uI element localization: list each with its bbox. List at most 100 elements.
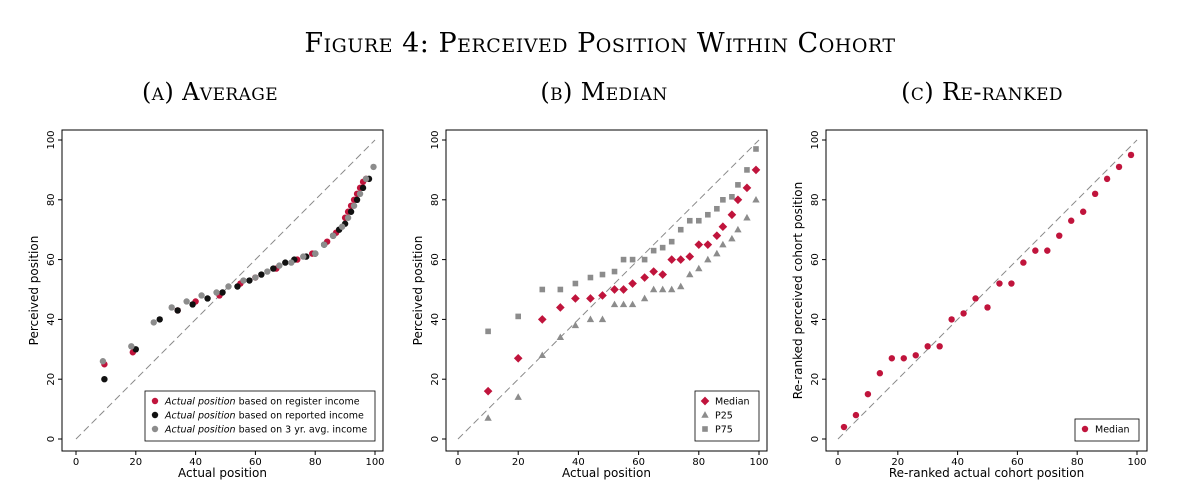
panel-1-series-2-point (677, 226, 684, 233)
panel-0-legend-label-2-rest: based on 3 yr. avg. income (236, 425, 368, 436)
panel-0-legend-marker-1 (151, 411, 159, 419)
panel-0-series-2-point (338, 223, 346, 230)
panel-0-legend-label-1-italic: Actual position (164, 411, 236, 422)
panel-1-series-0-point (537, 315, 547, 324)
panel-2-ytick-label: 40 (810, 313, 821, 326)
panel-2-xtick-label: 60 (1011, 457, 1024, 468)
panel-1-series-0-point (685, 252, 695, 261)
panel-1-series-2-point (714, 205, 720, 212)
panel-0-yaxis-label: Perceived position (27, 236, 41, 346)
panel-0-series-1-point (174, 307, 181, 314)
panel-0-series-1-point (101, 376, 108, 383)
panel-c-title: (c) Re-ranked (901, 78, 1063, 106)
panel-1-series-1-point (728, 234, 736, 242)
panel-1-series-1-point (640, 294, 649, 302)
panel-0-series-2-point (240, 277, 247, 284)
panel-1-series-1-point (628, 300, 637, 308)
panel-0-series-2-point (252, 274, 259, 281)
panel-1-series-2-point (696, 217, 702, 224)
panel-0-legend-label-0-rest: based on register income (236, 397, 360, 408)
panel-2-series-0-point (852, 411, 860, 419)
panel-1-series-2-point (705, 211, 711, 218)
panel-1-series-1-point (752, 195, 760, 203)
panel-1-series-1-point (514, 393, 522, 400)
panel-2-series-0-point (1127, 151, 1135, 159)
panel-1-series-1-point (556, 333, 565, 341)
panel-2-yaxis-label: Re-ranked perceived cohort position (791, 182, 805, 400)
panel-0-legend-marker-2 (151, 425, 159, 433)
panel-0-series-2-point (344, 214, 352, 221)
panel-1-series-1-point (695, 264, 703, 272)
panel-0-series-1-point (270, 265, 277, 272)
panel-1-series-0-point (694, 240, 704, 249)
panel-2-plot: 0 20 40 60 80 100 0 20 40 60 80 100 Re-ranked actual… (791, 129, 1148, 480)
panel-1-series-1-point (713, 249, 721, 257)
panel-2-series-0 (840, 151, 1135, 431)
panel-1-ytick-label: 20 (430, 373, 441, 386)
panel-0-series-2-point (312, 250, 319, 257)
panel-1-series-2-point (686, 217, 693, 224)
panel-2-series-0-point (948, 316, 955, 323)
panel-1-series-0-point (658, 270, 667, 279)
panel-0-series-2-point (288, 259, 295, 266)
panel-2-legend: Median (1074, 418, 1140, 442)
panel-2-diagonal-line (837, 139, 1138, 440)
panel-1-series-0-point (586, 294, 595, 303)
panel-2-legend-label-0: Median (1095, 425, 1130, 436)
panel-1-series-0-point (619, 285, 628, 294)
panel-0-xtick-label: 60 (249, 457, 262, 468)
panel-1-series-2-point (539, 286, 546, 293)
panel-2-ytick-label: 0 (810, 436, 821, 442)
panel-0-series-1-point (189, 301, 196, 308)
panel-1-series-2-point (485, 328, 491, 335)
panel-0-series-1-point (156, 316, 163, 323)
panel-2-series-0-point (984, 304, 991, 311)
panel-2-series-0-point (1056, 232, 1063, 239)
panel-1-legend: Median P25 P75 (694, 390, 760, 442)
panel-0-series-2-point (99, 358, 107, 365)
panel-0-legend-marker-0 (151, 397, 159, 405)
panel-0-series-2-point (356, 190, 364, 198)
panel-1-ytick-label: 60 (430, 253, 441, 266)
panel-2-series-0-point (1068, 217, 1075, 224)
panel-0-series-1-point (234, 283, 241, 290)
panel-0-series-1-point (282, 259, 289, 266)
panel-1-series-1-point (610, 300, 619, 308)
panel-1-series-1 (484, 195, 760, 421)
panel-2-legend-marker-0 (1081, 425, 1089, 433)
panel-0-legend-box (144, 390, 376, 442)
panel-0-series-1-point (359, 184, 367, 192)
panel-1-series-1-point (538, 351, 546, 358)
panel-0-series-1-point (219, 289, 226, 296)
panel-1-series-0-point (751, 165, 761, 175)
panel-0-plot: 0 20 40 60 80 100 0 20 40 60 80 100 Actual position P… (27, 129, 385, 480)
panel-0-series-1-point (246, 277, 253, 284)
panel-1-series-1-point (677, 282, 685, 290)
panel-1-series-1-point (686, 270, 694, 278)
panel-1-series-0-point (571, 294, 580, 303)
panel-0-series-1-point (258, 271, 265, 278)
panel-1-series-2-point (729, 194, 735, 200)
panel-a-title: (a) Average (141, 78, 279, 106)
panel-0-series-1-point (204, 295, 211, 302)
panel-0-series-2-point (128, 343, 135, 350)
panel-1-ytick-label: 0 (430, 436, 441, 442)
panel-0-series-2-point (370, 163, 377, 171)
panel-0-xtick-label: 20 (129, 457, 142, 468)
panel-0-series-2-point (225, 283, 232, 290)
panel-1-series-2-point (641, 256, 648, 263)
panel-0-series-1-point (353, 196, 361, 203)
panel-1-series-1-point (668, 285, 676, 293)
panel-2-series-0-point (936, 343, 943, 350)
panel-2-legend-box (1074, 418, 1140, 442)
panel-2-series-0-point (1091, 190, 1099, 198)
panel-2-series-0-point (1044, 247, 1051, 254)
panel-2-xtick-label: 20 (891, 457, 904, 468)
panel-1-series-1-point (598, 315, 607, 323)
panel-1-series-2-point (599, 271, 606, 278)
panel-2-ytick-label: 60 (810, 253, 821, 266)
panel-2-xaxis-label: Re-ranked actual cohort position (889, 466, 1084, 480)
panel-0-legend-label-2-italic: Actual position (164, 425, 236, 436)
panel-2-series-0-point (1020, 259, 1027, 266)
